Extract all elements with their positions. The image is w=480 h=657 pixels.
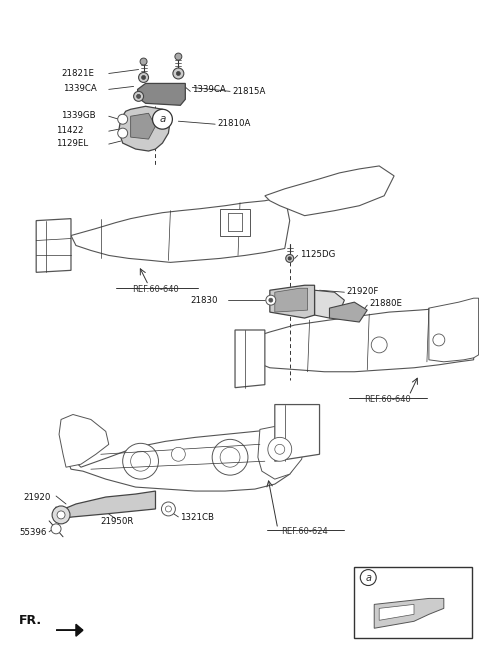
Circle shape: [118, 128, 128, 138]
Circle shape: [269, 298, 273, 302]
Circle shape: [51, 524, 61, 533]
Circle shape: [153, 109, 172, 129]
Circle shape: [433, 334, 445, 346]
Polygon shape: [69, 428, 300, 491]
Polygon shape: [138, 83, 185, 105]
Text: 21920: 21920: [23, 493, 50, 501]
Circle shape: [175, 53, 182, 60]
Text: REF.60-624: REF.60-624: [281, 527, 328, 536]
Polygon shape: [265, 166, 394, 215]
Circle shape: [371, 337, 387, 353]
Text: 21880E: 21880E: [369, 299, 402, 307]
Polygon shape: [258, 424, 305, 479]
Text: 1125DG: 1125DG: [300, 250, 335, 259]
Circle shape: [133, 91, 144, 101]
Text: 21810A: 21810A: [217, 119, 251, 127]
Polygon shape: [245, 305, 474, 372]
Polygon shape: [379, 604, 414, 620]
Text: 21920F: 21920F: [347, 286, 379, 296]
Text: a: a: [159, 114, 166, 124]
Circle shape: [275, 444, 285, 454]
Circle shape: [286, 254, 294, 262]
Circle shape: [360, 570, 376, 585]
Polygon shape: [235, 330, 265, 388]
Text: 21950R: 21950R: [101, 517, 134, 526]
Text: 1339CA: 1339CA: [63, 84, 97, 93]
Circle shape: [220, 447, 240, 467]
Polygon shape: [374, 599, 444, 628]
Text: 1339GB: 1339GB: [61, 111, 96, 120]
Text: FR.: FR.: [19, 614, 42, 627]
Circle shape: [123, 443, 158, 479]
Polygon shape: [56, 624, 83, 636]
Circle shape: [118, 114, 128, 124]
Polygon shape: [119, 106, 170, 151]
Text: REF.60-640: REF.60-640: [364, 395, 410, 403]
Text: 55396: 55396: [19, 528, 47, 537]
Text: 11422: 11422: [56, 125, 84, 135]
Text: 21815A: 21815A: [232, 87, 265, 96]
Polygon shape: [314, 290, 344, 318]
Polygon shape: [220, 209, 250, 236]
Polygon shape: [71, 196, 290, 262]
Circle shape: [139, 72, 148, 82]
Circle shape: [52, 506, 70, 524]
Text: 21821E: 21821E: [61, 69, 94, 78]
Text: REF.60-640: REF.60-640: [132, 285, 179, 294]
Polygon shape: [275, 405, 320, 461]
Circle shape: [176, 72, 180, 76]
Polygon shape: [59, 415, 109, 467]
Circle shape: [268, 438, 292, 461]
Text: 1339CA: 1339CA: [192, 85, 226, 94]
Polygon shape: [270, 285, 314, 318]
Text: 1129EL: 1129EL: [56, 139, 88, 148]
Polygon shape: [275, 288, 308, 312]
Polygon shape: [329, 302, 367, 322]
Bar: [354, 566, 472, 638]
Circle shape: [57, 511, 65, 519]
Circle shape: [171, 447, 185, 461]
Circle shape: [166, 506, 171, 512]
Circle shape: [142, 76, 145, 79]
Text: a: a: [365, 572, 371, 583]
Polygon shape: [53, 491, 156, 519]
Text: 21830: 21830: [190, 296, 218, 305]
Text: 1321CB: 1321CB: [180, 513, 215, 522]
Circle shape: [137, 95, 141, 99]
Polygon shape: [429, 298, 479, 362]
Polygon shape: [131, 113, 156, 139]
Circle shape: [266, 295, 276, 305]
Text: 21819B: 21819B: [382, 572, 422, 583]
Circle shape: [288, 257, 291, 260]
Circle shape: [140, 58, 147, 65]
Circle shape: [212, 440, 248, 475]
Circle shape: [173, 68, 184, 79]
Circle shape: [161, 502, 175, 516]
Polygon shape: [36, 219, 71, 273]
Circle shape: [131, 451, 151, 471]
